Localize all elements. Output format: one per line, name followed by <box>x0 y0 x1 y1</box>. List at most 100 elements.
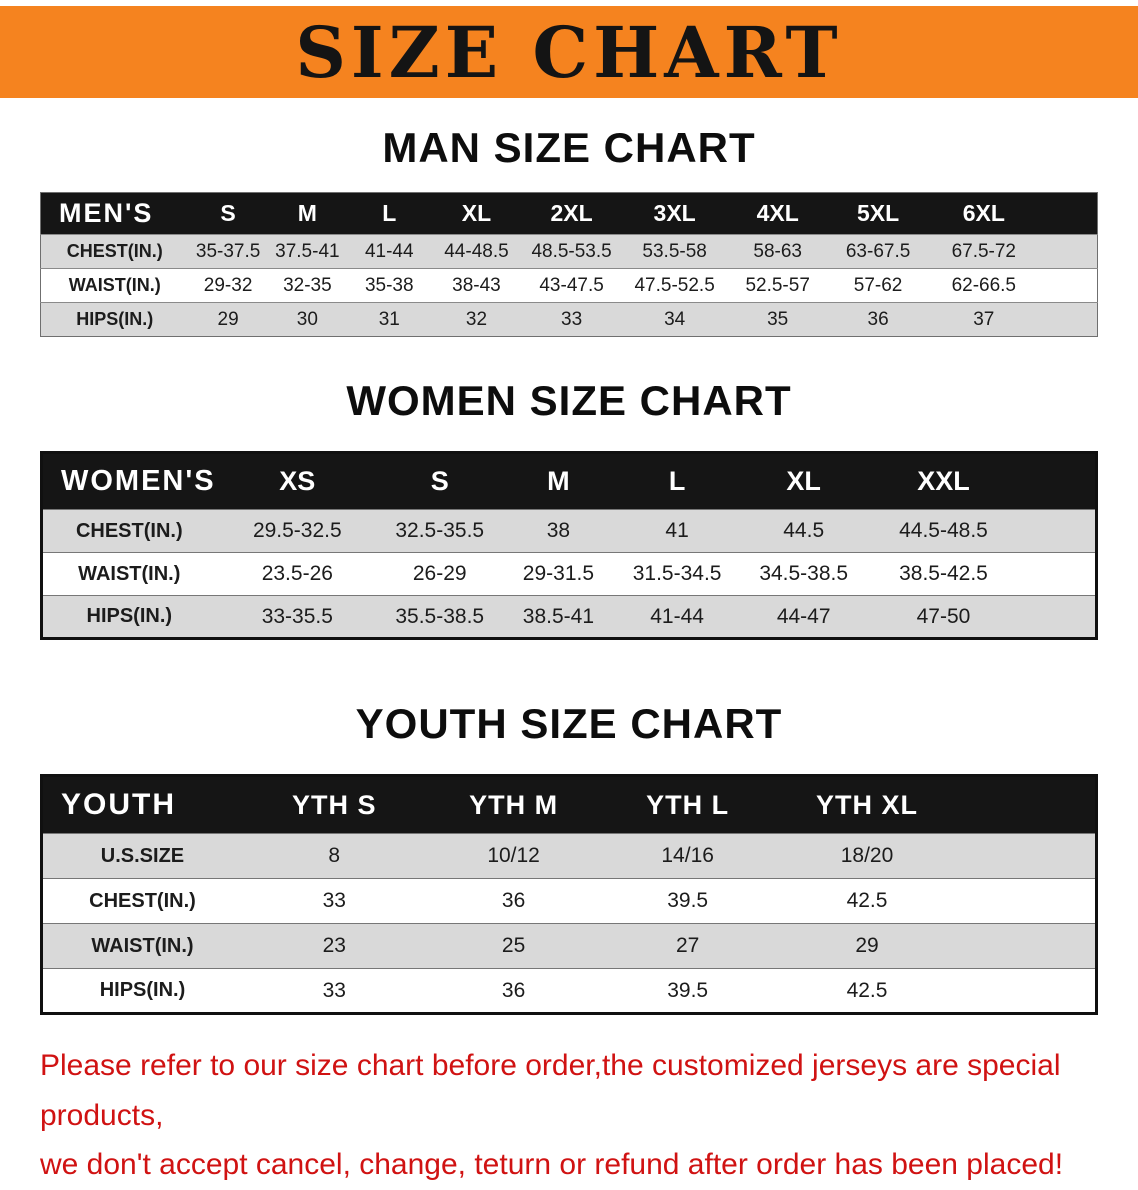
size-value-cell: 38-43 <box>431 268 522 303</box>
size-value-cell: 32-35 <box>267 268 347 303</box>
disclaimer-line-2: we don't accept cancel, change, teturn o… <box>40 1148 1064 1181</box>
women-col-header: S <box>379 452 501 510</box>
size-value-cell: 33 <box>521 302 622 337</box>
size-value-cell: 29 <box>188 302 268 337</box>
banner-title: SIZE CHART <box>295 10 843 94</box>
size-value-cell: 34.5-38.5 <box>737 552 870 596</box>
size-value-cell: 38 <box>500 509 617 553</box>
size-value-cell: 33-35.5 <box>215 595 380 639</box>
women-col-header: L <box>616 452 738 510</box>
women-header-row: WOMEN'S XS S M L XL XXL <box>41 452 1097 510</box>
men-corner-label: MEN'S <box>40 192 189 235</box>
youth-size-chart-title: YOUTH SIZE CHART <box>355 700 783 747</box>
row-label: WAIST(IN.) <box>40 268 189 303</box>
size-value-cell: 8 <box>241 833 427 879</box>
size-value-cell: 29.5-32.5 <box>215 509 380 553</box>
youth-corner-label: YOUTH <box>41 775 242 834</box>
row-label: CHEST(IN.) <box>40 234 189 269</box>
men-col-header: 4XL <box>727 192 828 235</box>
women-col-header: XXL <box>869 452 1018 510</box>
men-waist-row: WAIST(IN.) 29-32 32-35 35-38 38-43 43-47… <box>40 268 1098 303</box>
size-value-cell: 35-38 <box>347 268 432 303</box>
youth-col-header: YTH S <box>241 775 427 834</box>
size-value-cell: 37.5-41 <box>267 234 347 269</box>
size-value-cell: 44-48.5 <box>431 234 522 269</box>
size-value-cell: 47.5-52.5 <box>621 268 728 303</box>
size-value-cell: 18/20 <box>774 833 960 879</box>
size-value-cell: 10/12 <box>426 833 601 879</box>
size-value-cell: 36 <box>426 878 601 924</box>
size-value-cell: 33 <box>241 878 427 924</box>
size-value-cell: 26-29 <box>379 552 501 596</box>
size-value-cell: 41-44 <box>347 234 432 269</box>
size-value-cell: 25 <box>426 923 601 969</box>
men-col-header: 2XL <box>521 192 622 235</box>
youth-chest-row: CHEST(IN.) 33 36 39.5 42.5 <box>41 878 1097 924</box>
men-hips-row: HIPS(IN.) 29 30 31 32 33 34 35 36 37 <box>40 302 1098 337</box>
size-value-cell: 36 <box>827 302 929 337</box>
size-value-cell: 38.5-42.5 <box>869 552 1018 596</box>
row-spacer <box>959 923 1097 969</box>
women-size-chart-title: WOMEN SIZE CHART <box>346 377 792 424</box>
size-value-cell: 44-47 <box>737 595 870 639</box>
size-value-cell: 41 <box>616 509 738 553</box>
youth-waist-row: WAIST(IN.) 23 25 27 29 <box>41 923 1097 969</box>
size-value-cell: 31 <box>347 302 432 337</box>
men-col-header: L <box>347 192 432 235</box>
size-value-cell: 37 <box>928 302 1040 337</box>
size-value-cell: 39.5 <box>600 878 775 924</box>
row-spacer <box>1017 552 1097 596</box>
youth-header-row: YOUTH YTH S YTH M YTH L YTH XL <box>41 775 1097 834</box>
women-corner-label: WOMEN'S <box>41 452 216 510</box>
header-spacer <box>959 775 1097 834</box>
row-spacer <box>1039 302 1098 337</box>
youth-ussize-row: U.S.SIZE 8 10/12 14/16 18/20 <box>41 833 1097 879</box>
size-value-cell: 44.5 <box>737 509 870 553</box>
men-col-header: 6XL <box>928 192 1040 235</box>
size-value-cell: 41-44 <box>616 595 738 639</box>
men-col-header: S <box>188 192 268 235</box>
size-value-cell: 44.5-48.5 <box>869 509 1018 553</box>
row-spacer <box>959 878 1097 924</box>
row-spacer <box>1039 234 1098 269</box>
size-value-cell: 52.5-57 <box>727 268 828 303</box>
size-value-cell: 33 <box>241 968 427 1014</box>
size-value-cell: 62-66.5 <box>928 268 1040 303</box>
size-value-cell: 67.5-72 <box>928 234 1040 269</box>
size-value-cell: 35 <box>727 302 828 337</box>
size-value-cell: 32.5-35.5 <box>379 509 501 553</box>
men-size-table: MEN'S S M L XL 2XL 3XL 4XL 5XL 6XL CHEST… <box>40 192 1098 337</box>
row-spacer <box>1017 509 1097 553</box>
disclaimer-text: Please refer to our size chart before or… <box>40 1041 1098 1190</box>
size-value-cell: 58-63 <box>727 234 828 269</box>
size-value-cell: 29 <box>774 923 960 969</box>
row-spacer <box>959 833 1097 879</box>
men-chest-row: CHEST(IN.) 35-37.5 37.5-41 41-44 44-48.5… <box>40 234 1098 269</box>
row-label: HIPS(IN.) <box>41 595 216 639</box>
size-value-cell: 42.5 <box>774 878 960 924</box>
disclaimer-line-1: Please refer to our size chart before or… <box>40 1049 1061 1132</box>
size-value-cell: 35.5-38.5 <box>379 595 501 639</box>
size-value-cell: 27 <box>600 923 775 969</box>
row-spacer <box>1039 268 1098 303</box>
size-value-cell: 36 <box>426 968 601 1014</box>
row-label: CHEST(IN.) <box>41 509 216 553</box>
row-label: WAIST(IN.) <box>41 552 216 596</box>
men-col-header: M <box>267 192 347 235</box>
row-label: HIPS(IN.) <box>41 968 242 1014</box>
men-col-header: XL <box>431 192 522 235</box>
man-size-chart-title: MAN SIZE CHART <box>382 124 756 171</box>
men-col-header: 3XL <box>621 192 728 235</box>
size-value-cell: 34 <box>621 302 728 337</box>
size-value-cell: 31.5-34.5 <box>616 552 738 596</box>
header-spacer <box>1039 192 1098 235</box>
size-value-cell: 39.5 <box>600 968 775 1014</box>
size-value-cell: 30 <box>267 302 347 337</box>
size-value-cell: 29-31.5 <box>500 552 617 596</box>
size-value-cell: 35-37.5 <box>188 234 268 269</box>
size-value-cell: 14/16 <box>600 833 775 879</box>
women-col-header: M <box>500 452 617 510</box>
youth-col-header: YTH XL <box>774 775 960 834</box>
header-spacer <box>1017 452 1097 510</box>
row-label: CHEST(IN.) <box>41 878 242 924</box>
